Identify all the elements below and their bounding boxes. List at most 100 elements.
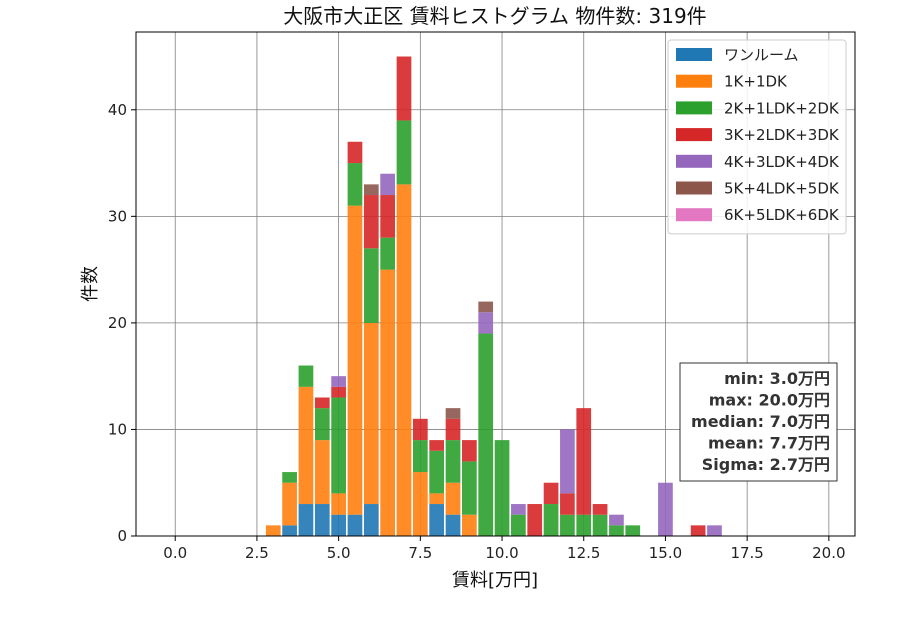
bar-segment [363,195,379,249]
stats-line: max: 20.0万円 [709,391,830,410]
bar-segment [396,184,412,537]
bar-segment [445,440,461,483]
bar-segment [347,163,363,206]
stats-line: Sigma: 2.7万円 [702,455,830,474]
legend-box [667,39,847,235]
y-tick-label: 40 [108,101,127,119]
x-ticks: 0.0 2.5 5.0 7.5 10.0 12.5 15.0 17.5 20.0 [163,536,846,562]
bar-segment [445,482,461,515]
y-tick-label: 30 [108,207,127,225]
legend-swatch [676,128,712,142]
bar-segment [331,514,346,536]
bar-segment [658,482,673,536]
legend-swatch [676,101,712,115]
bar-segment [363,248,379,323]
legend-swatch [676,208,712,222]
bar-segment [445,408,461,419]
plot-frame [135,31,856,537]
bar-segment [314,504,330,536]
stats-line: min: 3.0万円 [724,369,830,388]
bar-segment [282,525,297,536]
bar-segment [707,525,722,536]
legend-label: 2K+1LDK+2DK [724,99,840,117]
bar-segment [347,205,363,515]
legend-label: 4K+3LDK+4DK [724,153,840,171]
legend-label: 1K+1DK [724,73,788,91]
bar-segment [298,504,314,536]
bar-segment [331,493,346,515]
bar-segment [380,269,396,536]
x-axis-title: 賃料[万円] [452,570,538,591]
x-tick-label: 10.0 [485,544,518,562]
legend-label: 3K+2LDK+3DK [724,126,840,144]
bar-segment [429,504,445,536]
stats-line: mean: 7.7万円 [708,434,830,453]
legend-label: 6K+5LDK+6DK [724,206,840,224]
bar-segment [396,56,412,121]
bar-segment [314,408,330,441]
chart-title: 大阪市大正区 賃料ヒストグラム 物件数: 319件 [283,4,706,28]
bar-segment [609,525,624,536]
x-tick-label: 7.5 [408,544,432,562]
bar-segment [560,429,575,494]
bar-segment [282,472,297,483]
x-tick-label: 20.0 [812,544,845,562]
bar-segment [543,482,559,505]
bar-segment [478,333,494,536]
stats-box: min: 3.0万円 max: 20.0万円 median: 7.0万円 mean: … [679,362,838,482]
bar-segment [478,312,494,334]
x-tick-label: 12.5 [567,544,600,562]
bar-segment [429,440,445,451]
y-ticks: 0 10 20 30 40 [108,101,136,545]
bar-segment [494,440,510,536]
bar-segment [576,514,592,536]
legend-swatch [676,154,712,168]
bar-segment [543,504,559,536]
bar-segment [396,120,412,185]
x-tick-label: 5.0 [327,544,351,562]
bar-segment [331,376,346,387]
bar-segment [363,184,379,196]
bar-segment [462,440,477,462]
bar-segment [429,493,445,505]
bar-segment [429,450,445,494]
y-axis-title: 件数 [80,266,101,302]
legend-swatch [676,48,712,61]
y-tick-label: 10 [108,420,127,438]
bar-segment [298,365,314,387]
bar-segment [331,386,346,398]
bar-segment [576,408,592,515]
legend-swatch [676,181,712,195]
legend-label: 5K+4LDK+5DK [724,180,840,198]
bar-segment [265,525,281,536]
bar-segment [331,397,346,494]
bar-segment [560,514,575,536]
bar-segment [412,418,428,441]
bar-segment [282,482,297,526]
x-tick-label: 15.0 [649,544,682,562]
bar-segment [511,514,526,536]
bar-segment [380,237,396,270]
bar-segment [592,514,608,536]
bar-segment [412,472,428,536]
bar-segment [380,173,396,196]
bar-segment [314,440,330,505]
bars [265,56,722,537]
bar-segment [462,461,477,515]
y-tick-label: 20 [108,314,127,332]
legend-swatch [676,74,712,88]
bar-segment [592,504,608,515]
x-tick-label: 2.5 [245,544,269,562]
x-tick-label: 17.5 [730,544,763,562]
bar-segment [609,514,624,526]
bar-segment [347,141,363,164]
y-tick-label: 0 [117,527,127,545]
bar-segment [347,514,363,536]
legend-label: ワンルーム [724,46,799,64]
legend: ワンルーム 1K+1DK 2K+1LDK+2DK 3K+2LDK+3DK 4K+3LDK… [667,39,847,235]
bar-segment [478,301,494,313]
bar-segment [462,514,477,536]
bar-segment [690,525,706,536]
bar-segment [363,504,379,536]
